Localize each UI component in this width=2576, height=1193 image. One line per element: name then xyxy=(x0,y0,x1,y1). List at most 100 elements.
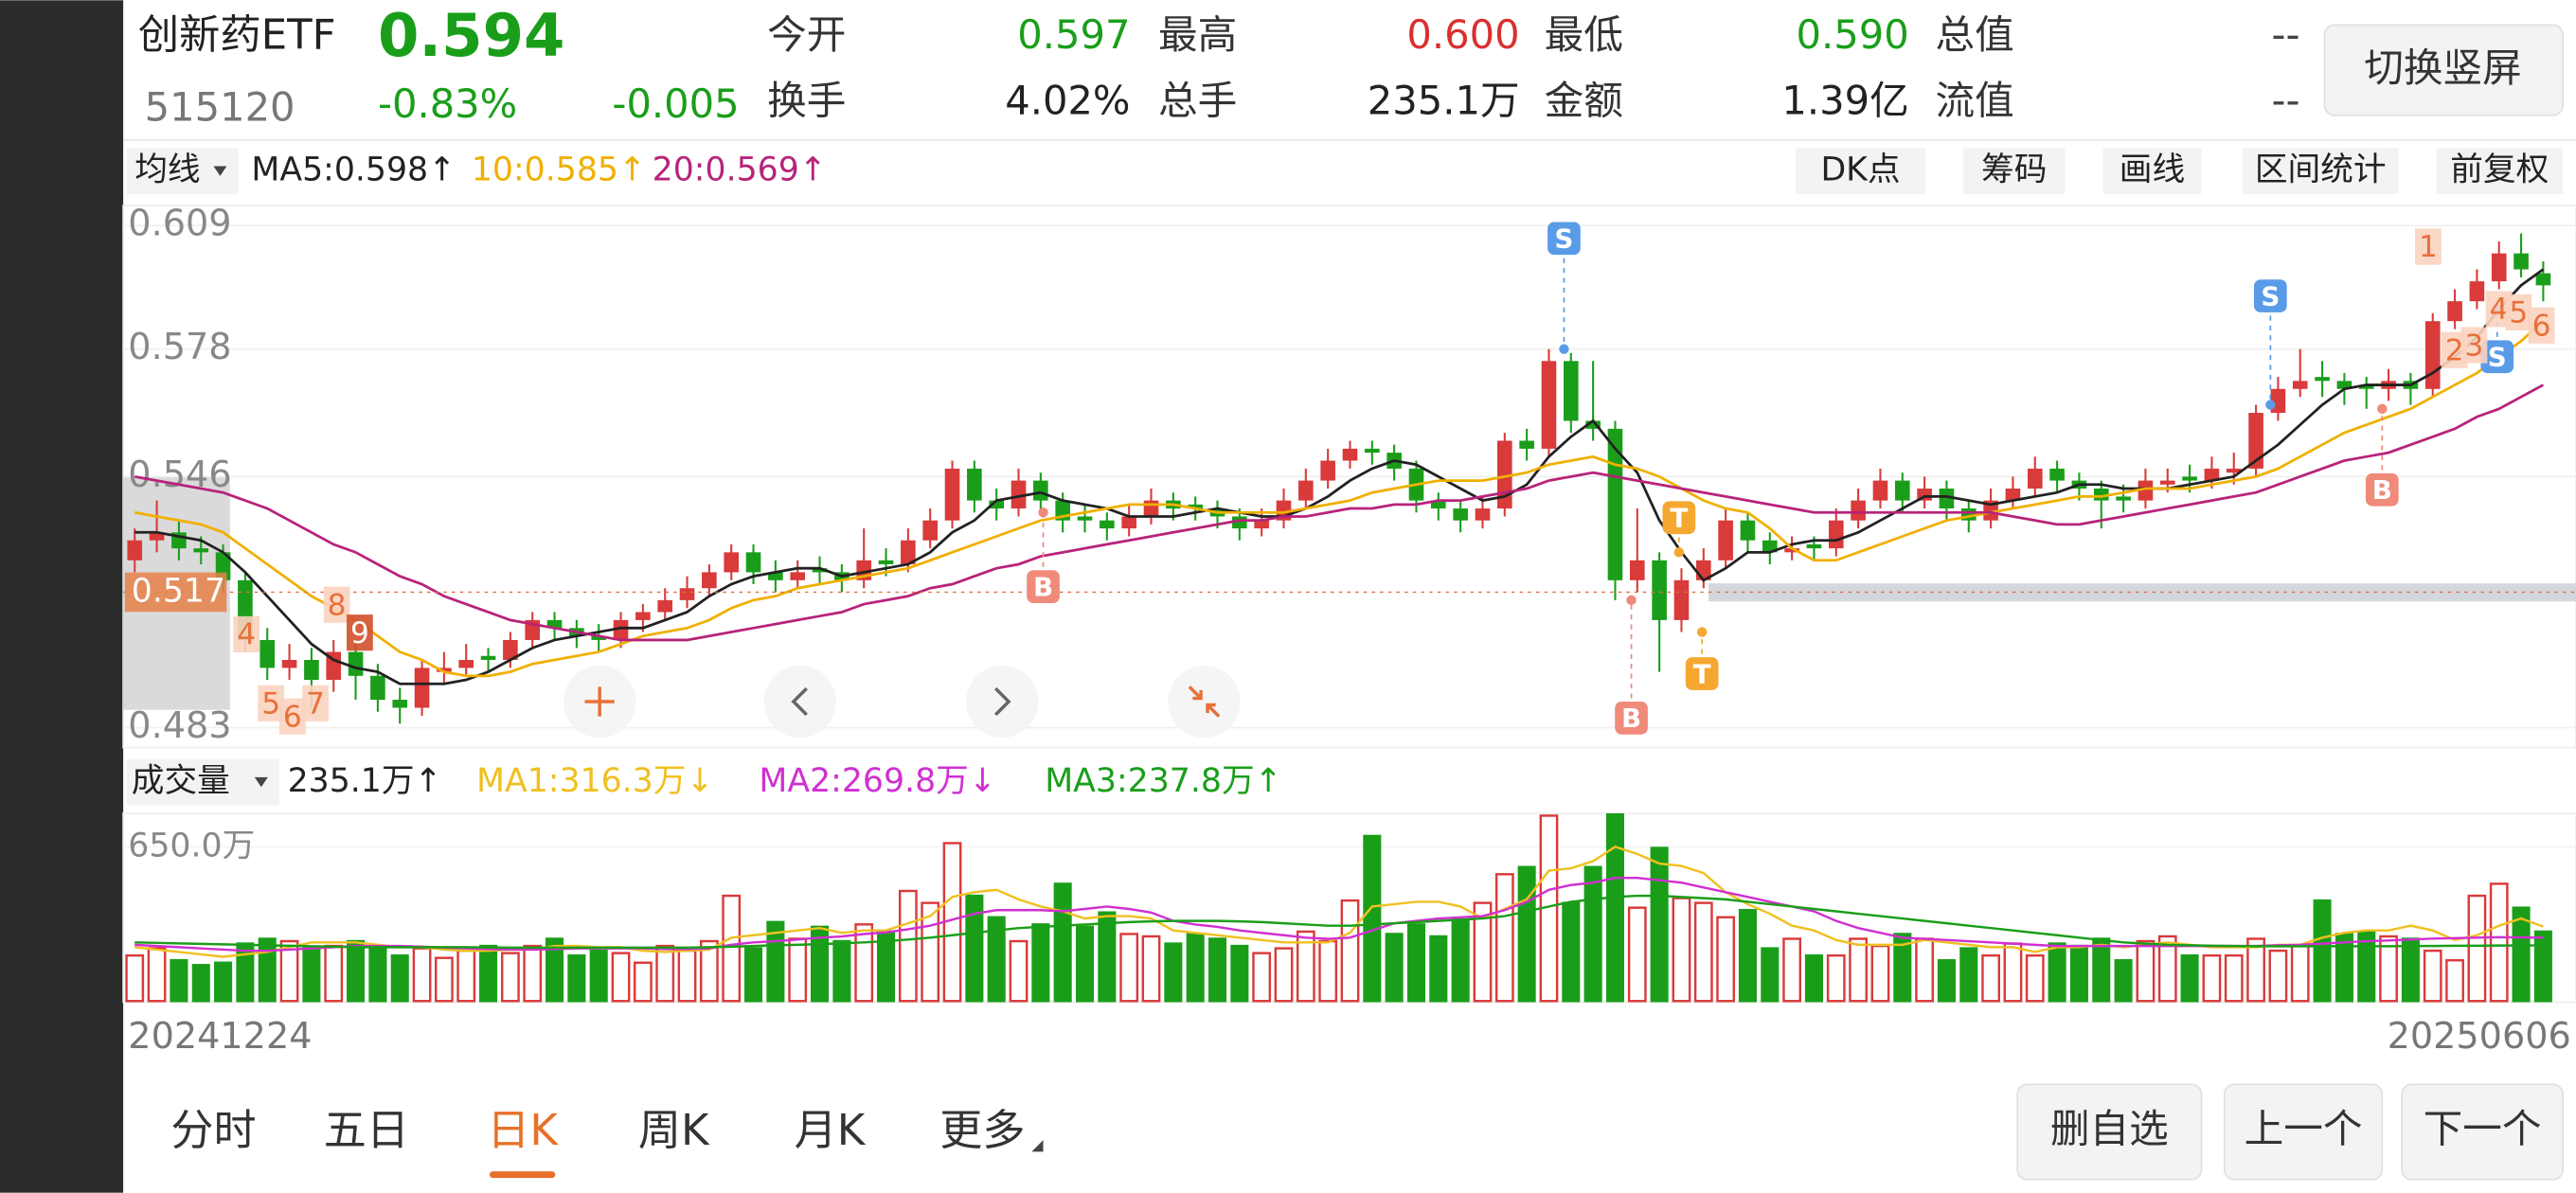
cursor-label: 0.517 xyxy=(132,572,225,610)
nav-button[interactable] xyxy=(966,665,1039,739)
volume-select[interactable] xyxy=(126,758,279,806)
candle-body xyxy=(503,639,518,660)
period-tab[interactable]: 五日 xyxy=(324,1105,409,1155)
signal-badge xyxy=(2365,472,2399,507)
period-tab[interactable]: 月K xyxy=(795,1105,867,1155)
volume-bar xyxy=(2268,949,2288,1003)
volume-bar xyxy=(1385,933,1404,1003)
ma-legend: 10:0.585↑ xyxy=(472,151,646,189)
orientation-button[interactable] xyxy=(2323,24,2564,116)
toolbar-button-label: 筹码 xyxy=(1981,151,2047,189)
volume-current: 235.1万↑ xyxy=(288,762,442,800)
volume-bar xyxy=(1473,901,1493,1003)
candle-body xyxy=(2049,468,2065,481)
toolbar-button[interactable] xyxy=(1796,148,1926,194)
candle-body xyxy=(2358,384,2374,389)
volume-bar xyxy=(1340,899,1360,1003)
candle-body xyxy=(2447,301,2462,322)
volume-bar xyxy=(170,959,188,1003)
volume-bar xyxy=(147,947,167,1003)
volume-bar xyxy=(1098,911,1117,1003)
volume-bar xyxy=(279,939,299,1003)
candle-body xyxy=(657,599,673,613)
count-badge xyxy=(278,698,306,735)
volume-bar xyxy=(1363,834,1382,1003)
period-tab[interactable]: 周K xyxy=(638,1105,710,1155)
change-pct: -0.83% xyxy=(378,80,517,127)
nav-button[interactable] xyxy=(763,665,836,739)
candle-body xyxy=(1033,480,1048,501)
candle-body xyxy=(1563,361,1579,421)
count-label: 5 xyxy=(2509,296,2528,330)
candle-body xyxy=(745,552,761,573)
candle-body xyxy=(458,659,474,668)
volume-bar xyxy=(1186,933,1205,1003)
volume-bar xyxy=(2467,894,2487,1003)
candle-body xyxy=(1673,579,1690,620)
stat-label: 最高 xyxy=(1158,11,1237,58)
candle-body xyxy=(2469,281,2485,302)
candle-body xyxy=(1872,480,1888,501)
etf-name: 创新药ETF xyxy=(138,12,336,60)
stat-value: 1.39亿 xyxy=(1781,78,1908,124)
y-tick-label: 0.483 xyxy=(128,704,231,746)
candle-body xyxy=(1718,520,1733,561)
stat-value: 235.1万 xyxy=(1368,78,1520,124)
volume-bar xyxy=(699,939,719,1003)
volume-bar xyxy=(2357,930,2376,1003)
signal-badge xyxy=(1547,222,1581,256)
ma-legend: 20:0.569↑ xyxy=(653,151,827,189)
volume-bar xyxy=(2334,933,2353,1003)
signal-label: B xyxy=(1033,571,1053,602)
action-button[interactable] xyxy=(2223,1083,2384,1181)
indicator-label: 均线 xyxy=(134,151,200,189)
stat-label: 总值 xyxy=(1935,11,2013,58)
volume-bar xyxy=(2048,942,2066,1003)
period-tab[interactable]: 更多 xyxy=(939,1105,1025,1155)
period-tab[interactable]: 日K xyxy=(487,1105,559,1155)
toolbar-button[interactable] xyxy=(2102,148,2202,194)
volume-bar xyxy=(324,944,344,1003)
candle-body xyxy=(1365,448,1380,454)
volume-bar xyxy=(2401,937,2420,1003)
toolbar-button[interactable] xyxy=(2436,148,2564,194)
candle-body xyxy=(392,700,408,708)
signal-badge xyxy=(1685,657,1719,690)
volume-bar xyxy=(2313,899,2332,1003)
y-tick-label: 0.546 xyxy=(128,454,231,495)
volume-bar xyxy=(633,961,653,1003)
ma-line xyxy=(134,320,2545,678)
volume-bar xyxy=(1915,937,1934,1003)
period-tab[interactable]: 分时 xyxy=(170,1105,256,1155)
toolbar-button[interactable] xyxy=(2242,148,2399,194)
toolbar-button[interactable] xyxy=(1962,148,2066,194)
nav-button[interactable] xyxy=(1168,665,1241,739)
action-button[interactable] xyxy=(2016,1083,2203,1181)
count-badge xyxy=(302,685,329,721)
volume-ma-legend: MA2:269.8万↓ xyxy=(759,762,995,800)
candle-body xyxy=(437,668,452,672)
volume-bar xyxy=(589,949,608,1003)
candle-body xyxy=(724,552,740,573)
candle-body xyxy=(1188,504,1203,509)
dropdown-arrow xyxy=(213,166,227,176)
volume-bar xyxy=(1406,923,1426,1003)
volume-bar xyxy=(2202,953,2222,1003)
volume-bar xyxy=(302,947,321,1003)
volume-bar xyxy=(1075,925,1095,1003)
volume-bar xyxy=(611,952,631,1003)
volume-bar xyxy=(1274,947,1294,1003)
action-button[interactable] xyxy=(2401,1083,2564,1181)
volume-bar xyxy=(2246,937,2265,1003)
volume-ma-legend: MA1:316.3万↓ xyxy=(476,762,713,800)
candle-body xyxy=(922,520,938,541)
stat-label: 金额 xyxy=(1545,78,1623,124)
volume-bar xyxy=(1252,952,1272,1003)
signal-dot xyxy=(1696,627,1708,637)
candle-body xyxy=(1143,500,1159,517)
candle-body xyxy=(1740,520,1756,541)
volume-bar xyxy=(2533,930,2552,1003)
candle-body xyxy=(812,568,828,573)
candle-body xyxy=(2138,480,2154,501)
volume-bar xyxy=(214,961,233,1003)
